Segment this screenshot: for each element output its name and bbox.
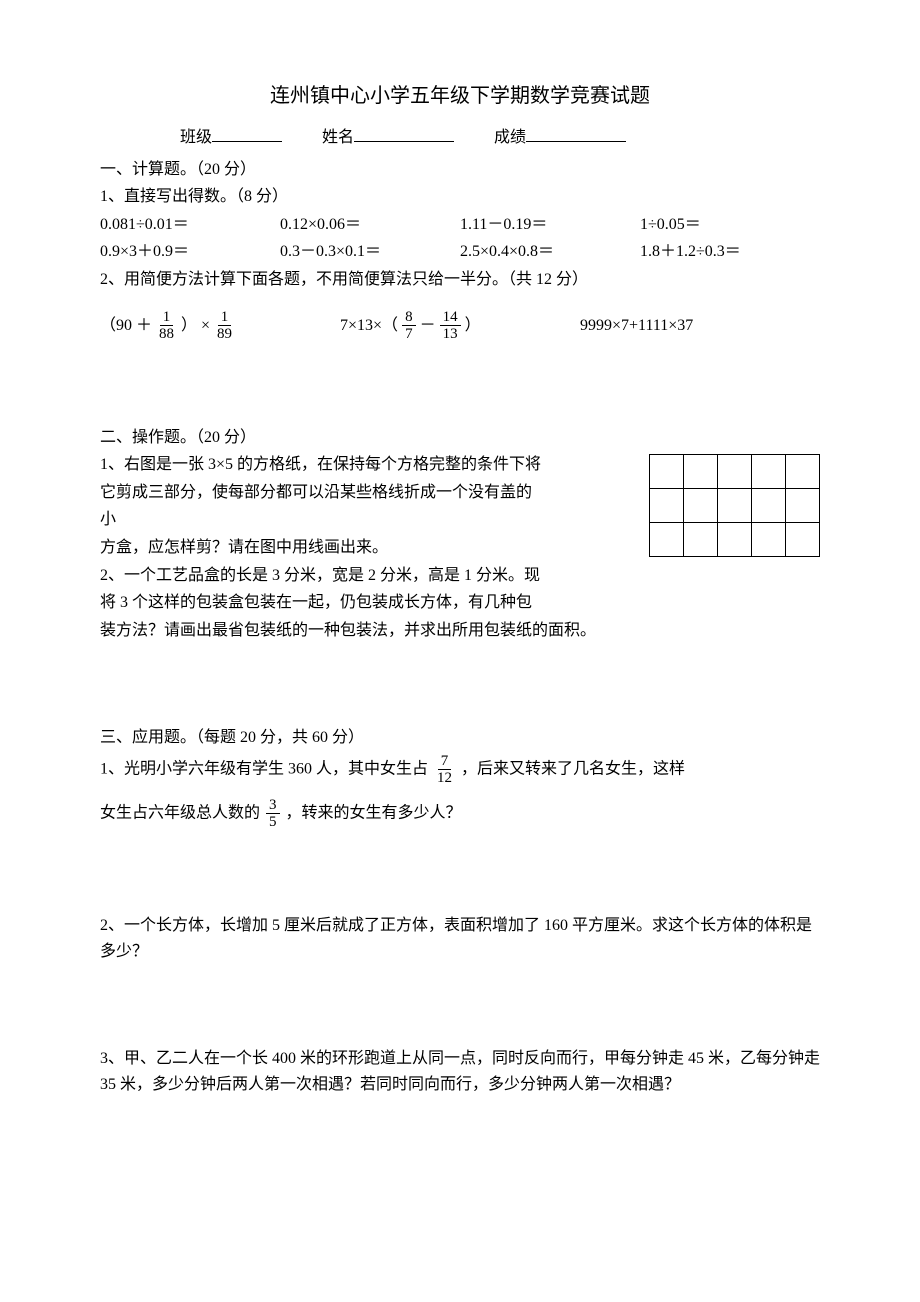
formula2-frac2: 14 13	[440, 309, 461, 343]
s3q1-p4: ，转来的女生有多少人？	[286, 805, 462, 822]
s3q1-p2: ，后来又转来了几名女生，这样	[461, 761, 685, 778]
s2-q2-l2: 将 3 个这样的包装盒包装在一起，仍包装成长方体，有几种包	[100, 590, 639, 616]
calc-1a: 0.081÷0.01＝	[100, 212, 280, 238]
calc-row-2: 0.9×3＋0.9＝ 0.3－0.3×0.1＝ 2.5×0.4×0.8＝ 1.8…	[100, 239, 820, 265]
calc-2c: 2.5×0.4×0.8＝	[460, 239, 640, 265]
section3-q2: 2、一个长方体，长增加 5 厘米后就成了正方体，表面积增加了 160 平方厘米。…	[100, 913, 820, 964]
page-title: 连州镇中心小学五年级下学期数学竞赛试题	[100, 80, 820, 112]
frac-num: 7	[438, 753, 452, 771]
section3-q1-line2: 女生占六年级总人数的 3 5 ，转来的女生有多少人？	[100, 797, 820, 831]
frac-den: 12	[434, 770, 455, 787]
calc-2a: 0.9×3＋0.9＝	[100, 239, 280, 265]
score-field: 成绩	[494, 124, 626, 151]
section3-q1: 1、光明小学六年级有学生 360 人，其中女生占 7 12 ，后来又转来了几名女…	[100, 753, 820, 787]
frac-den: 89	[214, 326, 235, 343]
formula-3: 9999×7+1111×37	[580, 313, 820, 339]
class-blank	[212, 124, 282, 142]
spacer	[100, 645, 820, 725]
calc-2d: 1.8＋1.2÷0.3＝	[640, 239, 820, 265]
calc-1b: 0.12×0.06＝	[280, 212, 460, 238]
frac-num: 3	[266, 797, 280, 815]
class-label: 班级	[180, 125, 212, 151]
s2-q1-l3: 小	[100, 507, 639, 533]
formula2-prefix: 7×13×（	[340, 313, 398, 339]
formula1-mid: ） ×	[181, 313, 210, 339]
s2-q2-l1: 2、一个工艺品盒的长是 3 分米，宽是 2 分米，高是 1 分米。现	[100, 563, 639, 589]
frac-num: 1	[218, 309, 232, 327]
formula-1: （90 ＋ 1 88 ） × 1 89	[100, 309, 340, 343]
calc-2b: 0.3－0.3×0.1＝	[280, 239, 460, 265]
formula1-frac2: 1 89	[214, 309, 235, 343]
frac-den: 88	[156, 326, 177, 343]
formula1-frac1: 1 88	[156, 309, 177, 343]
section1-q2-heading: 2、用简便方法计算下面各题，不用简便算法只给一半分。（共 12 分）	[100, 267, 820, 293]
s2-q2-l3: 装方法？请画出最省包装纸的一种包装法，并求出所用包装纸的面积。	[100, 618, 820, 644]
frac-num: 14	[440, 309, 461, 327]
formula2-suffix: ）	[465, 313, 481, 339]
name-label: 姓名	[322, 125, 354, 151]
formula1-prefix: （90 ＋	[100, 313, 152, 339]
spacer	[100, 345, 820, 425]
spacer	[100, 833, 820, 913]
s3q1-p1: 1、光明小学六年级有学生 360 人，其中女生占	[100, 761, 428, 778]
section1-heading: 一、计算题。（20 分）	[100, 157, 820, 183]
section2-text: 1、右图是一张 3×5 的方格纸，在保持每个方格完整的条件下将 它剪成三部分，使…	[100, 452, 639, 618]
s2-q1-l1: 1、右图是一张 3×5 的方格纸，在保持每个方格完整的条件下将	[100, 452, 639, 478]
section2-heading: 二、操作题。（20 分）	[100, 425, 820, 451]
formula-2: 7×13×（ 8 7 － 14 13 ）	[340, 309, 580, 343]
name-blank	[354, 124, 454, 142]
section1-q1-heading: 1、直接写出得数。（8 分）	[100, 184, 820, 210]
formula2-mid: －	[420, 313, 436, 339]
frac-den: 5	[266, 814, 280, 831]
frac-den: 13	[440, 326, 461, 343]
spacer	[100, 966, 820, 1046]
score-blank	[526, 124, 626, 142]
section2-q1-wrap: 1、右图是一张 3×5 的方格纸，在保持每个方格完整的条件下将 它剪成三部分，使…	[100, 452, 820, 618]
calc-1c: 1.11－0.19＝	[460, 212, 640, 238]
formula2-frac1: 8 7	[402, 309, 416, 343]
s3q1-p3: 女生占六年级总人数的	[100, 805, 260, 822]
grid-3x5	[649, 454, 820, 557]
s3q1-frac2: 3 5	[266, 797, 280, 831]
frac-num: 8	[402, 309, 416, 327]
name-field: 姓名	[322, 124, 454, 151]
section3-heading: 三、应用题。（每题 20 分，共 60 分）	[100, 725, 820, 751]
section3-q3: 3、甲、乙二人在一个长 400 米的环形跑道上从同一点，同时反向而行，甲每分钟走…	[100, 1046, 820, 1097]
calc-row-1: 0.081÷0.01＝ 0.12×0.06＝ 1.11－0.19＝ 1÷0.05…	[100, 212, 820, 238]
s2-q1-l2: 它剪成三部分，使每部分都可以沿某些格线折成一个没有盖的	[100, 480, 639, 506]
header-fields: 班级 姓名 成绩	[180, 124, 820, 151]
s2-q1-l4: 方盒，应怎样剪？请在图中用线画出来。	[100, 535, 639, 561]
formula-row: （90 ＋ 1 88 ） × 1 89 7×13×（ 8 7 － 14 13 ）…	[100, 309, 820, 343]
frac-num: 1	[160, 309, 174, 327]
frac-den: 7	[402, 326, 416, 343]
score-label: 成绩	[494, 125, 526, 151]
class-field: 班级	[180, 124, 282, 151]
s3q1-frac1: 7 12	[434, 753, 455, 787]
calc-1d: 1÷0.05＝	[640, 212, 820, 238]
